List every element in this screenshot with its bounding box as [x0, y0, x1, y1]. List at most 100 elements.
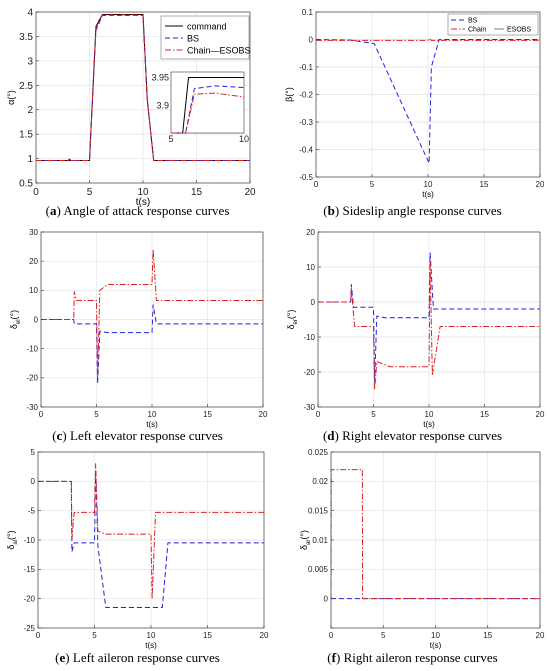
y-tick-label-e: -25: [23, 624, 35, 633]
y-tick-label-e: -5: [28, 506, 36, 515]
x-tick-label-e: 10: [147, 631, 156, 640]
x-tick-label-e: 0: [36, 631, 41, 640]
x-tick-label-c: 15: [203, 410, 212, 419]
y-tick-label-a: 2: [27, 105, 33, 116]
x-tick-label-b: 0: [314, 180, 319, 189]
x-tick-label-f: 5: [381, 631, 386, 640]
x-tick-label-a: 0: [33, 187, 39, 198]
y-tick-label-b: -0.3: [299, 118, 313, 127]
legend-box-b: [447, 13, 539, 36]
x-tick-label-e: 20: [260, 631, 269, 640]
series-e-2: [38, 463, 264, 600]
panel-a: 0 5 10 15 20 0.5 1 1.5 2 2.5 3 3.5 4 t(s) α(°) command B…: [6, 8, 256, 209]
x-axis-label-e: t(s): [145, 641, 157, 650]
x-tick-label-a: 5: [87, 187, 93, 198]
y-tick-label-c: 20: [29, 257, 38, 266]
y-tick-label-a: 1: [27, 154, 33, 165]
inset-series-a-3: [171, 92, 245, 134]
legend-label-a-2: BS: [187, 34, 199, 44]
panel-b: 0 5 10 15 20 -0.5 -0.4 -0.3 -0.2 -0.1 0 0.1 t(s) β(°)…: [284, 8, 545, 199]
x-tick-label-b: 5: [370, 180, 375, 189]
inset-x-tick-label: 10: [239, 134, 249, 144]
y-tick-label-c: -20: [26, 374, 38, 383]
y-tick-label-f: 0.025: [308, 448, 329, 457]
series-a-3: [36, 14, 250, 162]
x-tick-label-e: 15: [203, 631, 212, 640]
inset-series-a-2: [171, 85, 245, 134]
inset-frame-a: [170, 71, 245, 134]
inset-y-tick-label: 3.9: [156, 100, 169, 110]
caption-e-text: Left aileron response curves: [72, 650, 220, 665]
series-e-1: [38, 469, 264, 608]
y-tick-label-f: 0.02: [312, 477, 328, 486]
y-tick-label-e: -10: [23, 536, 35, 545]
y-axis-label-c: δel(°): [9, 310, 22, 329]
x-tick-label-f: 0: [329, 631, 334, 640]
y-tick-label-d: -20: [303, 368, 315, 377]
x-axis-label-d: t(s): [423, 420, 435, 429]
y-tick-label-b: -0.4: [299, 145, 313, 154]
y-tick-label-a: 0.5: [19, 179, 33, 190]
legend-label-b-2: Chain: [468, 27, 486, 34]
legend-label-b-3: ESOBS: [507, 27, 531, 34]
caption-d-text: Right elevator response curves: [342, 428, 503, 443]
legend-label-a-1: command: [187, 22, 227, 32]
y-tick-label-b: -0.2: [299, 90, 313, 99]
y-axis-label-a: α(°): [6, 90, 16, 105]
x-tick-label-d: 0: [316, 410, 321, 419]
y-tick-label-c: -10: [26, 344, 38, 353]
caption-a-text: Angle of attack response curves: [63, 203, 230, 218]
x-tick-label-f: 15: [483, 631, 492, 640]
caption-f-text: Right aileron response curves: [343, 650, 498, 665]
y-tick-label-c: 30: [29, 228, 38, 237]
caption-b-text: Sideslip angle response curves: [342, 203, 502, 218]
x-tick-label-b: 10: [424, 180, 433, 189]
legend-box-a: [160, 15, 250, 60]
x-tick-label-c: 5: [94, 410, 99, 419]
y-tick-label-c: -30: [26, 403, 38, 412]
y-tick-label-d: 20: [306, 228, 315, 237]
series-c-2: [41, 249, 263, 379]
y-axis-label-b: β(°): [284, 87, 294, 102]
y-tick-label-d: -10: [303, 333, 315, 342]
y-tick-label-c: 10: [29, 286, 38, 295]
y-tick-label-c: 0: [34, 315, 39, 324]
y-tick-label-e: -15: [23, 565, 35, 574]
caption-a: (a) Angle of attack response curves: [45, 203, 230, 218]
y-tick-label-f: 0.005: [308, 565, 329, 574]
legend-label-b-1: BS: [468, 18, 478, 25]
panel-e: 0 5 10 15 20 -25 -20 -15 -10 -5 0 5 t(s) δal(°): [6, 448, 269, 650]
caption-a-letter: a: [49, 203, 57, 218]
caption-c-text: Left elevator response curves: [70, 428, 223, 443]
caption-d-letter: d: [327, 428, 335, 443]
x-tick-label-a: 20: [244, 187, 256, 198]
y-tick-label-f: 0.015: [308, 506, 329, 515]
y-tick-label-b: 0: [309, 35, 314, 44]
y-tick-label-b: -0.1: [299, 63, 313, 72]
x-tick-label-b: 15: [480, 180, 489, 189]
series-b-1: [315, 39, 540, 164]
series-d-1: [318, 252, 540, 383]
caption-f: (f) Right aileron response curves: [327, 650, 498, 665]
caption-b-letter: b: [327, 203, 335, 218]
x-tick-label-d: 10: [425, 410, 434, 419]
x-tick-label-f: 10: [431, 631, 440, 640]
caption-c-letter: c: [56, 428, 63, 443]
x-tick-label-f: 20: [536, 631, 545, 640]
y-tick-label-f: 0: [324, 594, 329, 603]
y-tick-label-b: 0.1: [302, 8, 314, 17]
y-axis-label-d: δer(°): [286, 310, 299, 330]
x-tick-label-e: 5: [92, 631, 97, 640]
x-tick-label-a: 10: [137, 187, 149, 198]
inset-y-tick-label: 3.95: [151, 73, 169, 83]
caption-e: (e) Left aileron response curves: [55, 650, 220, 665]
x-tick-label-c: 10: [148, 410, 157, 419]
y-tick-label-a: 1.5: [19, 130, 33, 141]
x-tick-label-c: 0: [39, 410, 44, 419]
series-d-2: [318, 259, 540, 390]
y-tick-label-a: 2.5: [19, 81, 33, 92]
y-tick-label-e: -20: [23, 594, 35, 603]
x-tick-label-a: 15: [191, 187, 203, 198]
x-tick-label-b: 20: [536, 180, 545, 189]
x-tick-label-d: 15: [480, 410, 489, 419]
